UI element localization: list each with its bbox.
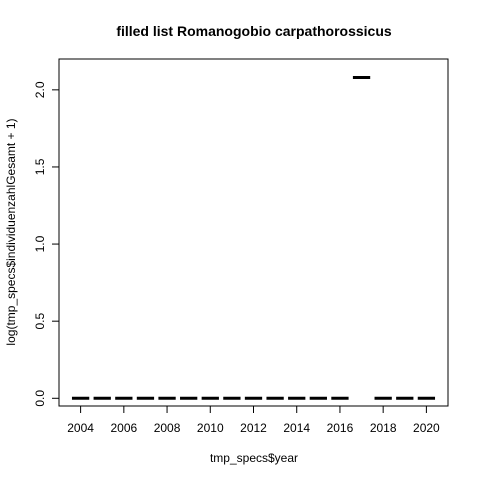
y-tick-label: 2.0 <box>33 81 47 98</box>
data-points <box>71 76 436 400</box>
y-tick-label: 1.5 <box>33 158 47 175</box>
chart-title: filled list Romanogobio carpathorossicus <box>116 23 392 39</box>
x-axis-label: tmp_specs$year <box>210 451 298 465</box>
x-axis: 2004 2006 2008 2010 2012 2014 2016 2018 2020 <box>67 405 440 435</box>
x-tick-label: 2004 <box>67 421 94 435</box>
x-tick-label: 2008 <box>154 421 181 435</box>
x-tick-label: 2020 <box>413 421 440 435</box>
y-axis: 0.0 0.5 1.0 1.5 2.0 <box>33 81 60 407</box>
plot-frame <box>58 58 449 407</box>
x-tick-label: 2018 <box>370 421 397 435</box>
y-axis-label: log(tmp_specs$individuenzahlGesamt + 1) <box>4 118 18 345</box>
y-tick-label: 1.0 <box>33 235 47 252</box>
x-tick-label: 2006 <box>110 421 137 435</box>
x-tick-label: 2010 <box>197 421 224 435</box>
y-tick-label: 0.0 <box>33 390 47 407</box>
x-tick-label: 2012 <box>240 421 267 435</box>
x-tick-label: 2016 <box>327 421 354 435</box>
x-tick-label: 2014 <box>283 421 310 435</box>
y-tick-label: 0.5 <box>33 313 47 330</box>
